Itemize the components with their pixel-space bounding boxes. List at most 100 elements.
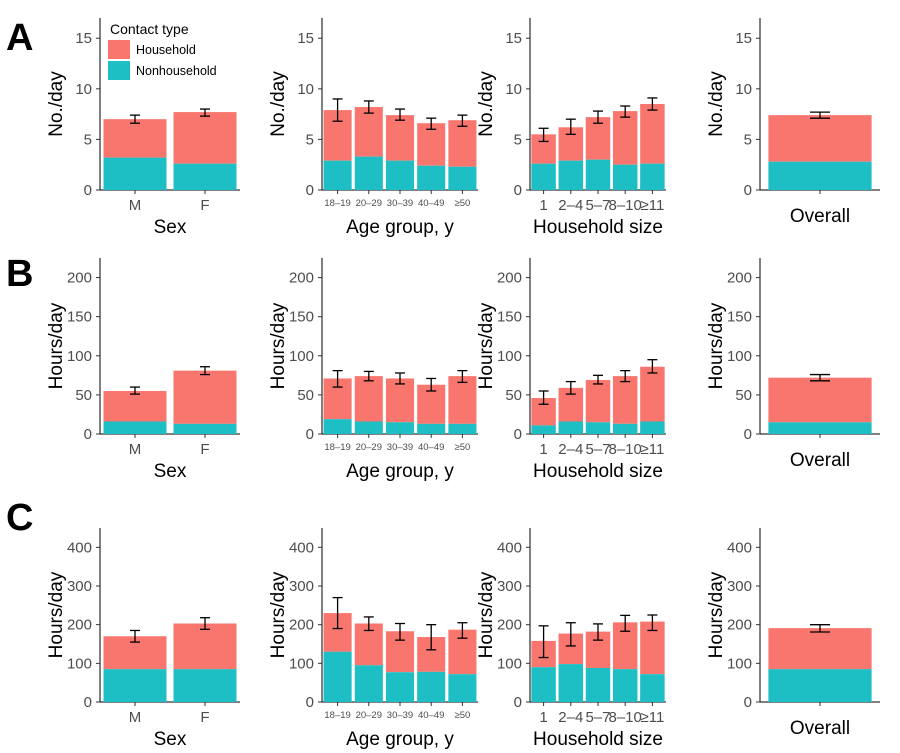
chart-a-1-x-tick-label: M <box>129 197 142 214</box>
chart-c-3-y-tick-label: 0 <box>514 694 522 711</box>
chart-c-3-bar-nonhousehold <box>531 667 556 702</box>
chart-b-4-x-title: Overall <box>790 450 850 471</box>
chart-c-1-bar-nonhousehold <box>103 669 167 702</box>
legend: Contact type Household Nonhousehold <box>108 21 217 80</box>
chart-c-1: 0 100 200 300 400 M F Sex Hours/day <box>46 528 240 750</box>
chart-c-2: 0 100 200 300 400 18–19 20–29 30–39 40–49 ≥50Age … <box>268 528 478 750</box>
chart-a-3-bar-nonhousehold <box>558 160 584 190</box>
chart-a-2-x-tick-label: ≥50 <box>455 198 471 209</box>
chart-b-2-x-tick-label: 40–49 <box>418 442 444 453</box>
chart-c-3-y-tick-label: 200 <box>497 617 522 634</box>
chart-a-2-bar-nonhousehold <box>385 160 415 190</box>
chart-c-2-x-tick-label: ≥50 <box>455 710 471 721</box>
chart-a-2-y-tick-label: 0 <box>306 182 314 199</box>
chart-b-1-y-tick-label: 150 <box>67 309 92 326</box>
chart-c-1-x-title: Sex <box>154 729 187 750</box>
chart-b-2-x-tick-label: 20–29 <box>356 442 382 453</box>
chart-c-2-bar-nonhousehold <box>448 674 477 702</box>
chart-c-1-bar-nonhousehold <box>173 669 237 702</box>
chart-c-2-bar-nonhousehold <box>385 672 415 702</box>
chart-a-1: 0 5 10 15 M F Sex No./day <box>46 18 240 238</box>
chart-b-2-y-tick-label: 150 <box>289 309 314 326</box>
chart-c-3-x-title: Household size <box>533 729 663 750</box>
chart-a-2-bar-nonhousehold <box>417 165 446 190</box>
chart-b-4-y-title: Hours/day <box>706 302 727 389</box>
chart-a-2-bar-nonhousehold <box>323 160 352 190</box>
chart-c-2-x-tick-label: 30–39 <box>387 710 413 721</box>
chart-c-4-y-title: Hours/day <box>706 571 727 658</box>
chart-c-4-y-tick-label: 200 <box>727 617 752 634</box>
chart-a-4-bar-nonhousehold <box>768 161 872 190</box>
chart-a-1-bar-nonhousehold <box>173 163 237 190</box>
chart-b-4-y-tick-label: 200 <box>727 270 752 287</box>
chart-c-3-bar-nonhousehold <box>612 669 638 702</box>
chart-b-2-y-tick-label: 0 <box>306 426 314 443</box>
chart-c-2-bar-nonhousehold <box>417 671 446 702</box>
chart-c-3-x-tick-label: 8–10 <box>609 709 642 726</box>
chart-a-1-y-tick-label: 5 <box>84 131 92 148</box>
chart-b-4-y-tick-label: 50 <box>735 387 752 404</box>
chart-c-3-bar-nonhousehold <box>558 664 584 702</box>
chart-c-3-x-tick-label: 1 <box>539 709 547 726</box>
chart-b-3-bar-nonhousehold <box>531 425 556 434</box>
chart-a-2-x-tick-label: 18–19 <box>324 198 350 209</box>
chart-c-2-x-tick-label: 18–19 <box>324 710 350 721</box>
chart-b-4-y-tick-label: 100 <box>727 348 752 365</box>
chart-a-1-y-tick-label: 0 <box>84 182 92 199</box>
chart-a-4-y-tick-label: 0 <box>744 182 752 199</box>
chart-c-3-y-tick-label: 300 <box>497 578 522 595</box>
chart-a-3-y-tick-label: 0 <box>514 182 522 199</box>
chart-b-2-bar-nonhousehold <box>323 419 352 434</box>
chart-b-2-x-tick-label: ≥50 <box>455 442 471 453</box>
chart-c-4-x-title: Overall <box>790 718 850 739</box>
chart-c-4-bar-nonhousehold <box>768 669 872 702</box>
chart-c-1-x-tick-label: F <box>200 709 209 726</box>
chart-a-3: 0 5 10 15 1 2–4 5–78–10≥11 Household size No./da… <box>476 18 666 238</box>
chart-a-2-x-tick-label: 30–39 <box>387 198 413 209</box>
chart-a-3-y-title: No./day <box>476 71 497 137</box>
chart-a-1-y-tick-label: 15 <box>75 30 92 47</box>
chart-a-1-x-title: Sex <box>154 217 187 238</box>
chart-b-3-x-tick-label: 5–7 <box>585 441 610 458</box>
chart-b-4-y-tick-label: 150 <box>727 309 752 326</box>
chart-a-4-y-tick-label: 15 <box>735 30 752 47</box>
chart-a-1-bar-household <box>173 112 237 164</box>
chart-c-3-y-tick-label: 100 <box>497 655 522 672</box>
chart-c-2-y-tick-label: 200 <box>289 617 314 634</box>
chart-c-1-y-tick-label: 400 <box>67 539 92 556</box>
chart-b-2-y-title: Hours/day <box>268 302 289 389</box>
chart-b-3-bar-household <box>612 376 638 424</box>
chart-a-2-y-tick-label: 15 <box>297 30 314 47</box>
chart-b-3-bar-household <box>640 366 665 422</box>
chart-a-3-bar-nonhousehold <box>585 159 611 190</box>
chart-c-2-x-title: Age group, y <box>346 729 454 750</box>
chart-a-2-bar-household <box>354 107 383 157</box>
chart-c-2-y-tick-label: 100 <box>289 655 314 672</box>
chart-a-2-x-title: Age group, y <box>346 217 454 238</box>
chart-b-1-x-title: Sex <box>154 461 187 482</box>
chart-b-3-bar-household <box>585 380 611 423</box>
chart-b-2-x-title: Age group, y <box>346 461 454 482</box>
chart-c-3-x-tick-label: 2–4 <box>558 709 583 726</box>
chart-a-2-y-tick-label: 5 <box>306 131 314 148</box>
chart-b-2-y-tick-label: 100 <box>289 348 314 365</box>
chart-a-3-y-tick-label: 5 <box>514 131 522 148</box>
chart-b-4-y-tick-label: 0 <box>744 426 752 443</box>
chart-b-3-x-tick-label: 8–10 <box>609 441 642 458</box>
chart-b-3-bar-nonhousehold <box>558 421 584 434</box>
chart-a-2-y-title: No./day <box>268 71 289 137</box>
chart-c-1-x-tick-label: M <box>129 709 142 726</box>
chart-b-1-y-title: Hours/day <box>46 302 67 389</box>
chart-c-2-x-tick-label: 20–29 <box>356 710 382 721</box>
chart-b-2-y-tick-label: 200 <box>289 270 314 287</box>
chart-c-1-y-tick-label: 0 <box>84 694 92 711</box>
chart-a-3-bar-household <box>612 111 638 165</box>
chart-c-4: 0 100 200 300 400 Overall Hours/day <box>706 528 880 739</box>
chart-b-2-bar-nonhousehold <box>354 421 383 434</box>
legend-title: Contact type <box>110 21 189 37</box>
chart-b-3-x-tick-label: 1 <box>539 441 547 458</box>
chart-a-2-bar-household <box>448 120 477 167</box>
